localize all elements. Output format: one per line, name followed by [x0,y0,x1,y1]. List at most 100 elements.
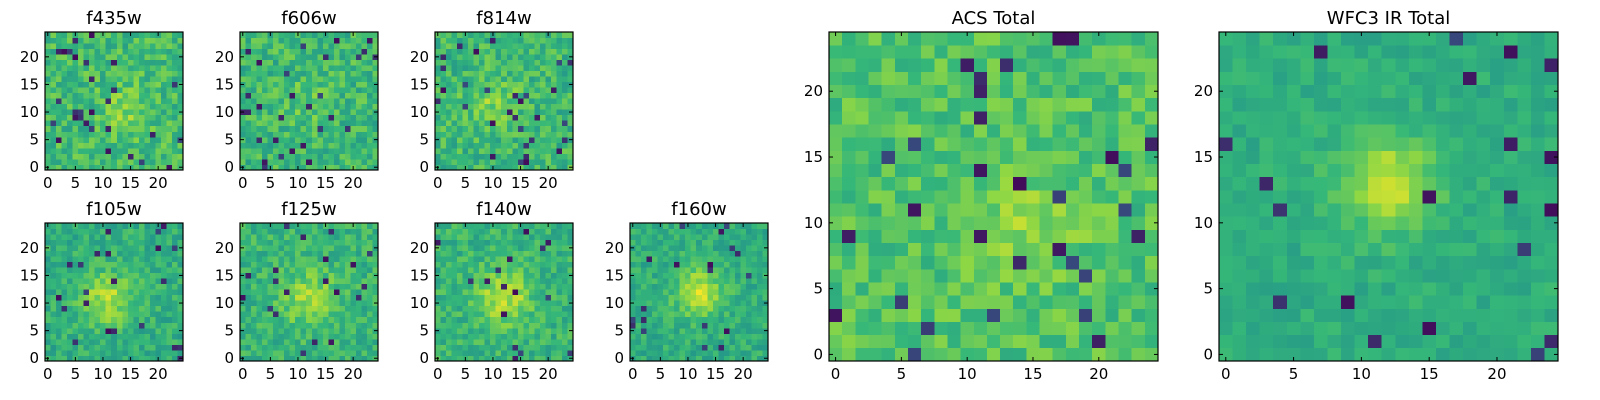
heatmap-cell [289,267,296,274]
heatmap-cell [105,338,112,345]
heatmap-cell [355,305,362,312]
heatmap-cell [177,158,184,165]
heatmap-cell [155,283,162,290]
heatmap-cell [1144,189,1159,204]
heatmap-cell [300,48,307,55]
heatmap-cell [556,234,563,240]
heatmap-cell [829,308,843,322]
heatmap-cell [133,316,140,323]
heatmap-cell [842,216,856,230]
heatmap-cell [718,234,725,240]
heatmap-cell [295,125,302,132]
heatmap-cell [479,338,486,345]
heatmap-cell [539,289,546,296]
heatmap-cell [528,131,535,138]
heatmap-cell [295,322,302,329]
heatmap-cell [1000,203,1014,217]
heatmap-cell [311,294,318,301]
heatmap-cell [333,103,340,110]
heatmap-cell [317,256,324,263]
heatmap-cell [344,103,351,110]
heatmap-cell [166,316,173,323]
heatmap-cell [468,114,475,121]
heatmap-cell [245,147,252,154]
heatmap-cell [435,234,441,240]
heatmap-cell [473,234,480,240]
heatmap-cell [495,278,502,285]
heatmap-cell [116,267,123,274]
heatmap-cell [457,344,463,351]
heatmap-cell [100,109,107,116]
heatmap-cell [56,147,62,154]
heatmap-cell [300,147,307,154]
heatmap-cell [674,322,681,329]
heatmap-cell [344,283,351,290]
heatmap-cell [907,229,922,243]
heatmap-cell [273,48,280,55]
heatmap-cell [56,70,62,77]
heatmap-cell [171,147,178,154]
heatmap-cell [300,333,307,340]
heatmap-cell [89,32,96,38]
heatmap-cell [78,239,85,246]
heatmap-cell [138,305,145,312]
heatmap-cell [372,142,379,149]
heatmap-cell [674,327,681,334]
heatmap-cell [495,261,502,268]
heatmap-cell [100,283,107,290]
heatmap-cell [322,338,329,345]
heatmap-cell [166,234,173,240]
heatmap-cell [506,239,513,246]
heatmap-cell [1052,268,1067,283]
heatmap-cell [668,344,675,351]
heatmap-cell [344,131,351,138]
heatmap-cell [105,261,112,268]
heatmap-cell [328,54,335,60]
heatmap-cell [94,158,101,165]
heatmap-cell [484,305,491,312]
heatmap-cell [122,278,129,285]
heatmap-cell [479,103,486,110]
heatmap-cell [934,308,948,322]
heatmap-cell [534,43,541,49]
heatmap-cell [138,120,145,127]
heatmap-cell [361,278,368,285]
heatmap-cell [534,245,541,251]
heatmap-cell [550,344,557,351]
heatmap-cell [523,114,530,121]
heatmap-cell [756,294,763,301]
heatmap-cell [245,261,252,268]
heatmap-cell [45,250,51,257]
heatmap-cell [550,32,557,38]
heatmap-cell [539,305,546,312]
heatmap-cell [177,59,184,66]
heatmap-cell [344,147,351,154]
heatmap-cell [289,256,296,263]
heatmap-cell [127,338,134,345]
heatmap-cell [745,261,752,268]
heatmap-cell [311,81,318,88]
heatmap-cell [262,114,268,121]
heatmap-cell [127,158,134,165]
heatmap-cell [635,294,642,301]
heatmap-cell [171,300,178,307]
heatmap-cell [685,294,692,301]
heatmap-cell [355,153,362,160]
heatmap-cell [512,283,519,290]
heatmap-cell [56,37,62,44]
heatmap-cell [1118,216,1133,230]
heatmap-cell [240,87,246,94]
heatmap-cell [256,98,263,105]
heatmap-cell [61,92,68,99]
heatmap-cell [1105,282,1119,296]
heatmap-cell [100,272,107,279]
heatmap-cell [556,267,563,274]
heatmap-cell [149,228,156,235]
heatmap-cell [100,76,107,83]
heatmap-cell [556,338,563,345]
heatmap-cell [1039,308,1054,322]
heatmap-cell [56,81,62,88]
heatmap-cell [366,338,373,345]
